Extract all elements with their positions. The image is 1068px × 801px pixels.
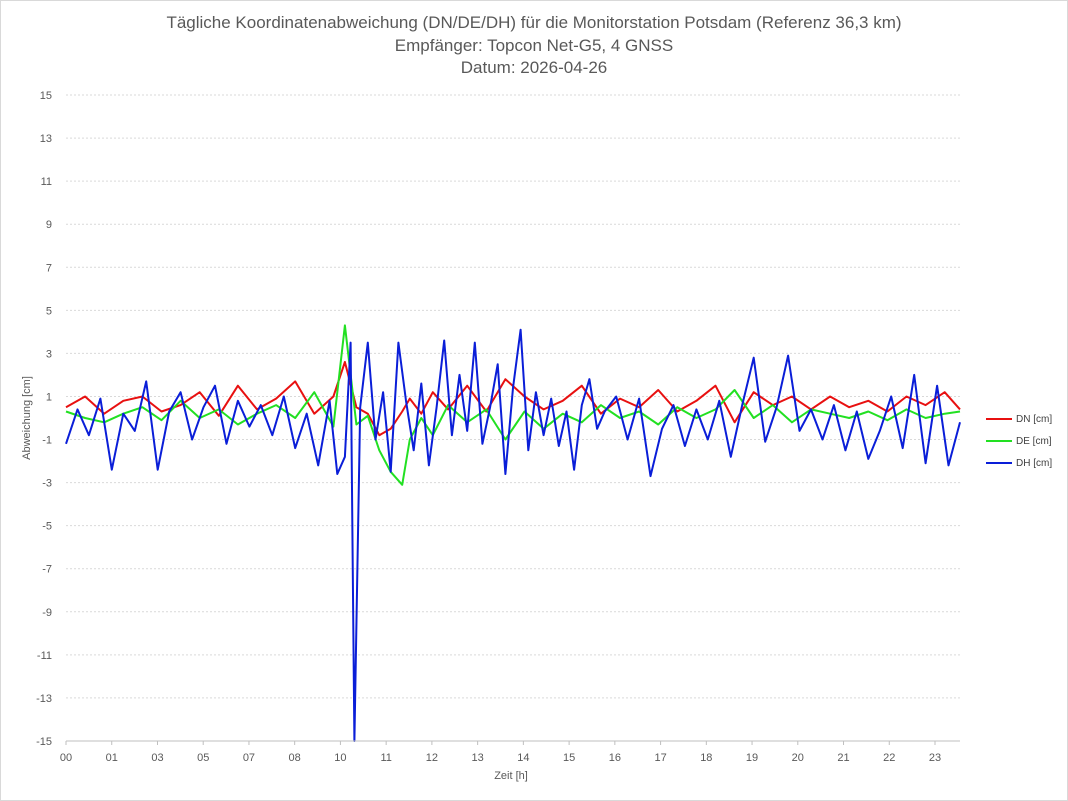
legend-label-de: DE [cm] <box>1016 435 1052 447</box>
x-tick-label: 01 <box>106 752 118 764</box>
y-tick-label: -13 <box>36 693 52 705</box>
x-tick-label: 21 <box>837 752 849 764</box>
legend: DN [cm] DE [cm] DH [cm] <box>986 408 1052 474</box>
series-line-dn <box>65 361 961 437</box>
legend-swatch-dn <box>986 418 1012 420</box>
x-tick-label: 19 <box>746 752 758 764</box>
y-tick-label: 1 <box>46 391 52 403</box>
legend-item-dh: DH [cm] <box>986 452 1052 474</box>
x-tick-label: 05 <box>197 752 209 764</box>
x-tick-label: 08 <box>289 752 301 764</box>
x-tick-label: 11 <box>380 752 391 764</box>
x-tick-label: 17 <box>654 752 666 764</box>
y-tick-label: -15 <box>36 736 52 748</box>
chart-subtitle: Empfänger: Topcon Net-G5, 4 GNSS <box>394 36 674 55</box>
y-tick-label: 15 <box>40 90 52 102</box>
chart-date: Datum: 2026-04-26 <box>460 58 608 77</box>
y-tick-label: 7 <box>46 262 52 274</box>
x-tick-label: 23 <box>929 752 941 764</box>
chart-title: Tägliche Koordinatenabweichung (DN/DE/DH… <box>166 13 902 32</box>
x-tick-label: 22 <box>883 752 895 764</box>
x-tick-label: 20 <box>792 752 804 764</box>
x-tick-label: 00 <box>60 752 72 764</box>
series-line-de <box>65 324 961 486</box>
y-tick-label: 3 <box>46 348 52 360</box>
x-tick-label: 03 <box>151 752 163 764</box>
y-tick-label: 5 <box>46 305 52 317</box>
y-tick-label: 13 <box>40 133 52 145</box>
series-line-dh <box>65 328 961 742</box>
y-tick-label: -9 <box>42 607 52 619</box>
legend-label-dn: DN [cm] <box>1016 413 1053 425</box>
y-tick-label: -5 <box>42 521 52 533</box>
x-tick-label: 14 <box>517 752 529 764</box>
legend-label-dh: DH [cm] <box>1016 457 1053 469</box>
x-tick-label: 12 <box>426 752 438 764</box>
y-tick-label: -1 <box>42 435 52 447</box>
x-tick-label: 18 <box>700 752 712 764</box>
y-tick-label: -11 <box>37 650 52 662</box>
legend-swatch-de <box>986 440 1012 442</box>
legend-item-dn: DN [cm] <box>986 408 1052 430</box>
x-tick-label: 07 <box>243 752 255 764</box>
y-axis-title: Abweichung [cm] <box>21 376 33 460</box>
y-tick-label: 11 <box>41 176 52 188</box>
legend-swatch-dh <box>986 462 1012 464</box>
y-tick-label: -3 <box>42 478 52 490</box>
y-tick-label: 9 <box>46 219 52 231</box>
x-tick-label: 13 <box>472 752 484 764</box>
y-tick-label: -7 <box>42 564 52 576</box>
x-axis-title: Zeit [h] <box>494 770 528 782</box>
x-tick-label: 10 <box>334 752 346 764</box>
x-tick-label: 16 <box>609 752 621 764</box>
legend-item-de: DE [cm] <box>986 430 1052 452</box>
x-tick-label: 15 <box>563 752 575 764</box>
